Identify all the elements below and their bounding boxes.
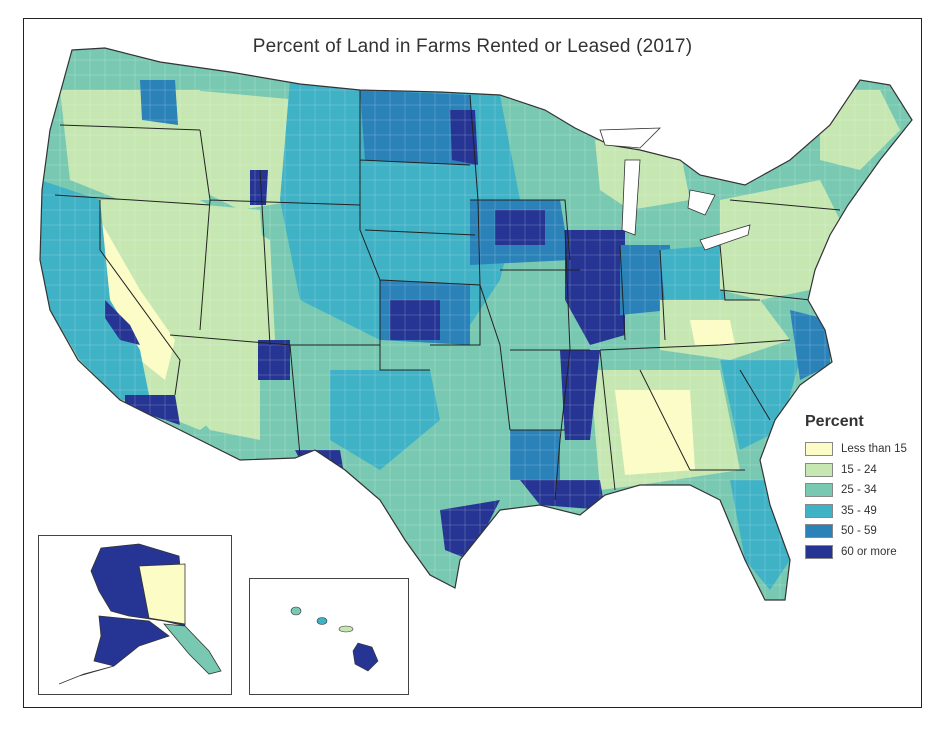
alaska-southeast	[163, 623, 222, 675]
region-coastal-nc	[790, 310, 830, 380]
aleutian-islands	[58, 665, 115, 685]
lake-huron	[687, 189, 716, 216]
hawaii-inset	[249, 578, 409, 695]
region-nevada	[100, 220, 175, 380]
region-nv-dark	[105, 300, 140, 345]
region-louisiana-coast	[520, 480, 605, 510]
legend-label: 25 - 34	[841, 484, 877, 497]
region-north-dakota	[360, 90, 475, 165]
lake-erie	[699, 224, 751, 251]
legend-item: 25 - 34	[805, 480, 925, 501]
legend-title: Percent	[805, 413, 864, 430]
map-title: Percent of Land in Farms Rented or Lease…	[252, 36, 693, 57]
legend-swatch	[805, 524, 833, 539]
legend-swatch	[805, 462, 833, 477]
region-four-corners	[258, 340, 290, 380]
legend: Percent Less than 15 15 - 24 25 - 34 35 …	[805, 413, 925, 562]
region-louisiana	[510, 430, 560, 480]
legend-swatch	[805, 503, 833, 518]
region-arizona	[175, 335, 260, 440]
lake-superior	[599, 127, 661, 149]
lake-michigan	[621, 159, 641, 236]
region-red-river	[450, 110, 478, 165]
legend-item: Less than 15	[805, 439, 925, 460]
region-idaho-montana	[190, 90, 300, 210]
region-wa-east	[140, 80, 178, 125]
region-ohio	[660, 245, 725, 305]
legend-item: 35 - 49	[805, 501, 925, 522]
region-kansas-dark	[390, 300, 440, 340]
region-wyoming-dark	[250, 170, 268, 205]
region-illinois	[565, 230, 625, 345]
big-island	[352, 642, 379, 672]
legend-item: 50 - 59	[805, 521, 925, 542]
legend-label: 60 or more	[841, 545, 897, 558]
legend-item: 15 - 24	[805, 460, 925, 481]
legend-item: 60 or more	[805, 542, 925, 563]
legend-swatch	[805, 544, 833, 559]
region-california	[40, 180, 150, 400]
legend-label: 50 - 59	[841, 525, 877, 538]
legend-swatch	[805, 483, 833, 498]
alaska-southwest	[93, 615, 170, 667]
alaska-interior	[138, 563, 186, 625]
region-appalachia-light	[690, 320, 735, 345]
oahu	[316, 617, 328, 625]
region-delta	[560, 350, 600, 440]
region-wisconsin-michigan	[595, 140, 690, 210]
legend-label: 35 - 49	[841, 504, 877, 517]
region-iowa-dark	[495, 210, 545, 245]
molokai-maui	[338, 625, 354, 633]
legend-label: Less than 15	[841, 443, 907, 456]
region-alabama-georgia	[615, 390, 695, 475]
region-utah	[150, 200, 268, 340]
legend-label: 15 - 24	[841, 463, 877, 476]
region-indiana	[620, 245, 670, 315]
legend-swatch	[805, 442, 833, 457]
region-imperial	[125, 395, 180, 425]
alaska-inset	[38, 535, 232, 695]
kauai	[290, 606, 302, 616]
region-texas-coast	[440, 500, 500, 560]
region-north-texas	[330, 370, 440, 470]
